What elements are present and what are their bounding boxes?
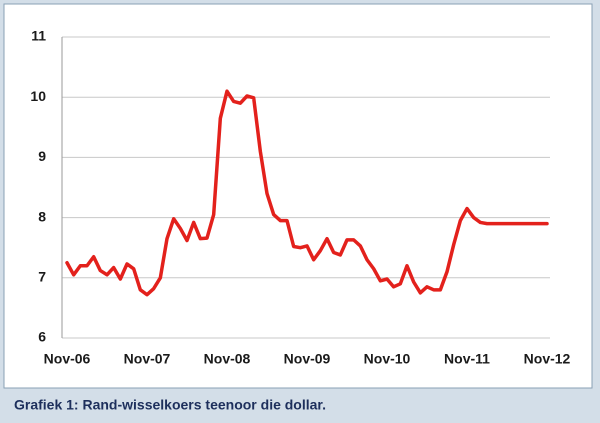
data-line bbox=[65, 89, 549, 297]
y-tick-label: 9 bbox=[38, 148, 46, 164]
x-tick-label: Nov-06 bbox=[44, 351, 91, 367]
x-tick-label: Nov-07 bbox=[124, 351, 171, 367]
chart-frame bbox=[3, 3, 593, 389]
y-tick-label: 11 bbox=[31, 28, 46, 44]
x-tick-label: Nov-12 bbox=[524, 351, 571, 367]
x-tick-label: Nov-11 bbox=[444, 351, 490, 367]
y-tick-label: 6 bbox=[38, 329, 46, 345]
caption: Grafiek 1: Rand-wisselkoers teenoor die … bbox=[14, 397, 326, 413]
x-tick-label: Nov-09 bbox=[284, 351, 331, 367]
y-tick-label: 8 bbox=[38, 208, 46, 224]
x-tick-label: Nov-08 bbox=[204, 351, 251, 367]
y-tick-label: 10 bbox=[30, 88, 46, 104]
x-tick-label: Nov-10 bbox=[364, 351, 411, 367]
y-tick-label: 7 bbox=[38, 269, 46, 285]
